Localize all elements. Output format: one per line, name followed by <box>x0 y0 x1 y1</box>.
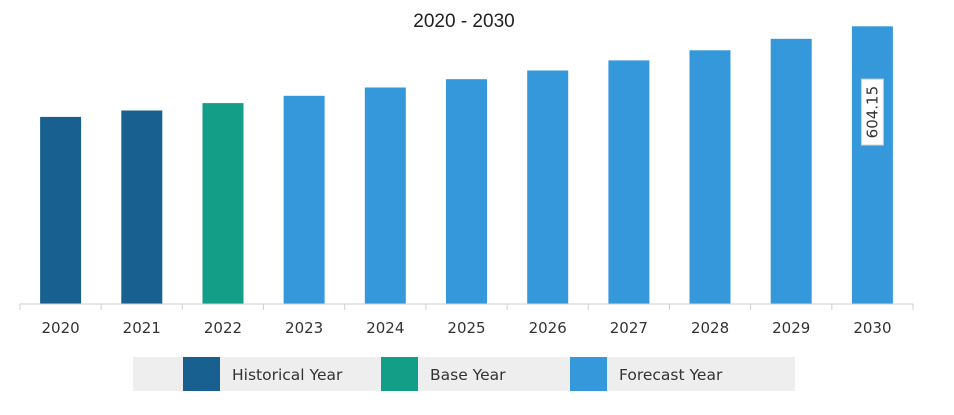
legend: Historical Year Base Year Forecast Year <box>183 357 723 391</box>
x-tick-label: 2029 <box>772 319 810 337</box>
x-tick-label: 2020 <box>41 319 79 337</box>
legend-label: Base Year <box>430 366 506 384</box>
x-tick-label: 2021 <box>123 319 161 337</box>
data-label-text: 604.15 <box>863 86 881 139</box>
x-tick-label: 2022 <box>204 319 242 337</box>
bar-2024 <box>364 87 406 304</box>
bar-2029 <box>770 38 812 305</box>
legend-background <box>133 357 795 391</box>
x-tick-label: 2028 <box>691 319 729 337</box>
bar-2026 <box>527 70 569 304</box>
bar-2020 <box>40 116 82 305</box>
legend-label: Historical Year <box>232 366 343 384</box>
legend-swatch <box>381 357 418 391</box>
bar-2022 <box>202 103 244 304</box>
legend-swatch <box>183 357 220 391</box>
x-tick-label: 2030 <box>853 319 891 337</box>
x-tick-label: 2026 <box>529 319 567 337</box>
bar-2028 <box>689 50 731 304</box>
bar-2023 <box>283 95 325 304</box>
data-labels: 604.15 <box>860 78 884 146</box>
bar-2025 <box>446 79 487 304</box>
x-tick-label: 2023 <box>285 319 323 337</box>
legend-swatch <box>570 357 607 391</box>
x-tick-label: 2025 <box>447 319 485 337</box>
bars-group <box>40 26 893 305</box>
x-axis-ticks <box>19 304 914 310</box>
bar-2027 <box>608 60 650 305</box>
data-label-box <box>860 78 884 146</box>
legend-label: Forecast Year <box>619 366 723 384</box>
bar-2021 <box>121 110 163 304</box>
x-axis-labels: 2020 2021 2022 2023 2024 2025 2026 2027 2028 2029… <box>41 319 891 337</box>
bar-2030 <box>851 26 893 305</box>
chart-title: 2020 - 2030 <box>413 11 514 32</box>
x-tick-label: 2024 <box>366 319 404 337</box>
data-label-2030: 604.15 <box>860 78 884 146</box>
x-tick-label: 2027 <box>610 319 648 337</box>
